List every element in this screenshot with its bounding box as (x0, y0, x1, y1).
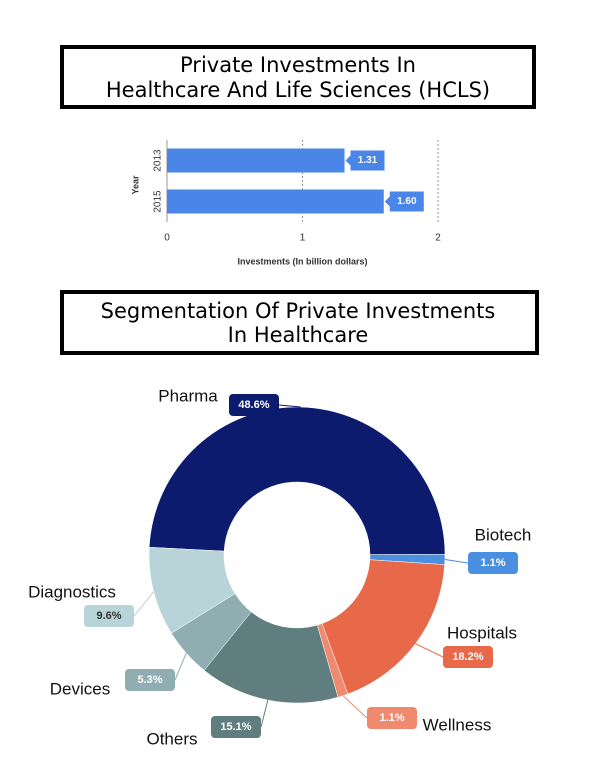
value-label: 9.6% (96, 610, 121, 622)
value-label: 5.3% (137, 674, 162, 686)
value-label-bubble (384, 191, 424, 212)
slice-label: Devices (50, 679, 110, 698)
leader-line (342, 695, 368, 719)
slice-label: Biotech (475, 525, 532, 544)
leader-line (278, 404, 301, 408)
value-label-bubble (84, 605, 134, 627)
donut-slice (321, 559, 445, 695)
slice-label: Others (146, 729, 197, 748)
x-tick-label: 2 (435, 233, 441, 244)
value-label: 15.1% (220, 721, 251, 733)
chart-title: In Healthcare (228, 323, 369, 347)
value-label: 18.2% (452, 651, 483, 663)
x-tick-label: 1 (300, 233, 306, 244)
x-tick-label: 0 (164, 233, 170, 244)
bar (167, 148, 345, 173)
chart-title: Private Investments In (180, 53, 416, 77)
value-label: 1.1% (379, 712, 404, 724)
leader-line (174, 652, 187, 681)
value-label: 1.1% (480, 557, 505, 569)
x-axis-label: Investments (In billion dollars) (237, 256, 367, 266)
value-label: 1.31 (358, 155, 378, 166)
chart-title: Segmentation Of Private Investments (101, 299, 496, 323)
bar (167, 189, 384, 214)
value-label-bubble (468, 552, 518, 574)
slice-label: Pharma (158, 386, 218, 405)
y-tick-label: 2015 (153, 190, 164, 213)
slice-label: Diagnostics (28, 582, 116, 601)
donut-slice (148, 406, 446, 555)
value-label-bubble (229, 394, 279, 416)
value-label-bubble (443, 646, 493, 668)
value-label-bubble (211, 716, 261, 738)
title-box (60, 45, 536, 109)
y-axis-label: Year (130, 175, 140, 195)
value-label: 1.60 (397, 196, 417, 207)
title-box (60, 290, 539, 355)
leader-line (415, 643, 444, 658)
value-label-bubble (125, 669, 175, 691)
value-label-bubble (367, 707, 417, 729)
leader-line (133, 591, 155, 617)
y-tick-label: 2013 (153, 149, 164, 172)
leader-line (260, 699, 269, 728)
slice-label: Wellness (423, 715, 492, 734)
chart-title: Healthcare And Life Sciences (HCLS) (106, 78, 490, 102)
value-label-bubble (345, 150, 385, 171)
slice-label: Hospitals (447, 623, 517, 642)
value-label: 48.6% (238, 399, 269, 411)
leader-line (444, 558, 469, 564)
donut-slice (148, 546, 236, 634)
